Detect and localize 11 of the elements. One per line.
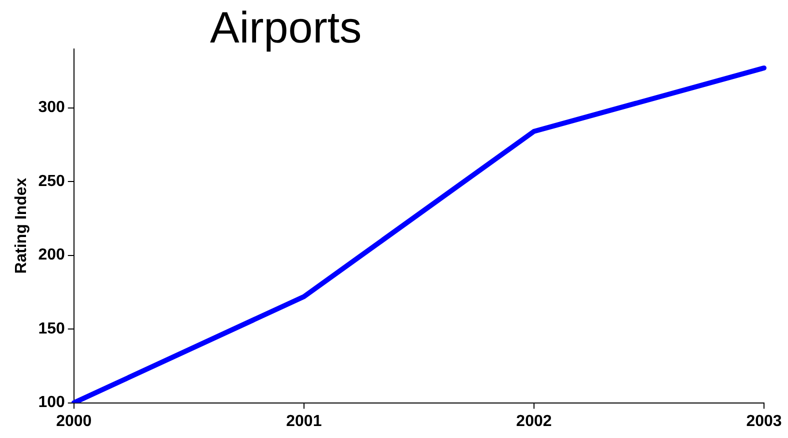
x-tick-label: 2001 — [286, 412, 322, 430]
y-axis-title: Rating Index — [13, 178, 30, 274]
y-tick-label: 250 — [38, 172, 65, 190]
y-tick-label: 300 — [38, 99, 65, 116]
y-tick-label: 100 — [38, 394, 65, 412]
x-tick-label: 2002 — [516, 412, 552, 430]
x-tick-label: 2003 — [746, 412, 782, 430]
y-tick-label: 200 — [38, 246, 65, 264]
chart-title: Airports — [210, 4, 362, 53]
x-tick-label: 2000 — [56, 412, 92, 430]
y-tick-label: 150 — [38, 320, 65, 338]
